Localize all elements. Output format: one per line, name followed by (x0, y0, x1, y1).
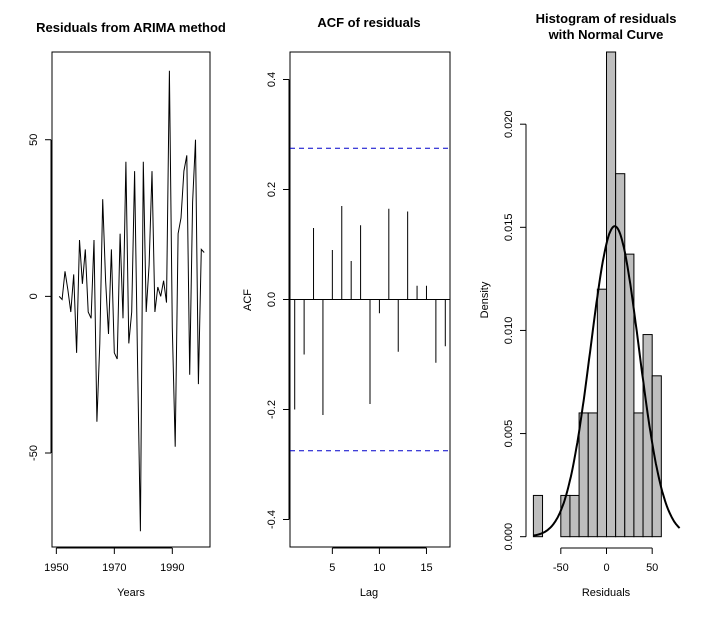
y-tick-label: 0.010 (503, 317, 515, 345)
x-tick-label: 50 (646, 562, 658, 574)
y-tick-label: 0.0 (266, 292, 278, 307)
y-axis-label: ACF (242, 289, 254, 311)
x-axis-label: Years (117, 587, 145, 599)
y-tick-label: 0.015 (503, 214, 515, 242)
histogram-bar (596, 288, 607, 538)
residuals-line-panel: Residuals from ARIMA method 1950 1970 1990… (28, 20, 226, 599)
y-tick-label: -0.4 (266, 510, 278, 529)
x-tick-label: 1990 (160, 562, 184, 574)
y-tick-label: 0.000 (503, 523, 515, 551)
acf-panel: ACF of residuals 5 10 15-0.4-0.20.00.20.4 … (242, 15, 451, 599)
y-tick-label: -50 (28, 445, 40, 461)
y-tick-label: 0.020 (503, 110, 515, 138)
chart-title: Residuals from ARIMA method (36, 20, 226, 35)
y-axis-label: Density (479, 281, 491, 318)
x-tick-label: 15 (420, 562, 432, 574)
y-tick-label: 0.4 (266, 72, 278, 87)
chart-title: ACF of residuals (317, 15, 420, 30)
x-tick-label: 1950 (44, 562, 68, 574)
residuals-series-line (58, 70, 205, 532)
x-tick-label: 0 (603, 562, 609, 574)
normal-curve (533, 225, 681, 537)
histogram-bar (569, 494, 580, 538)
histogram-bar (606, 51, 617, 538)
histogram-bar (587, 412, 598, 538)
histogram-bar (560, 494, 571, 538)
y-tick-label: 50 (28, 134, 40, 146)
x-axis-label: Lag (360, 587, 378, 599)
chart-title-line-1: Histogram of residuals (536, 11, 677, 26)
histogram-bar (651, 375, 662, 538)
histogram-bar (624, 253, 635, 538)
x-tick-label: 10 (373, 562, 385, 574)
y-tick-label: 0.2 (266, 182, 278, 197)
histogram-bar (578, 412, 589, 538)
histogram-bar (532, 494, 544, 538)
x-tick-label: 1970 (102, 562, 126, 574)
histogram-bar (633, 412, 644, 538)
chart-title-line-2: with Normal Curve (548, 27, 664, 42)
x-tick-label: 5 (329, 562, 335, 574)
histogram-panel: Histogram of residuals with Normal Curve… (479, 11, 681, 599)
x-axis-label: Residuals (582, 587, 631, 599)
y-tick-label: -0.2 (266, 400, 278, 419)
y-tick-label: 0.005 (503, 420, 515, 448)
x-tick-label: -50 (553, 562, 569, 574)
y-tick-label: 0 (28, 293, 40, 299)
plot-frame (51, 51, 211, 548)
